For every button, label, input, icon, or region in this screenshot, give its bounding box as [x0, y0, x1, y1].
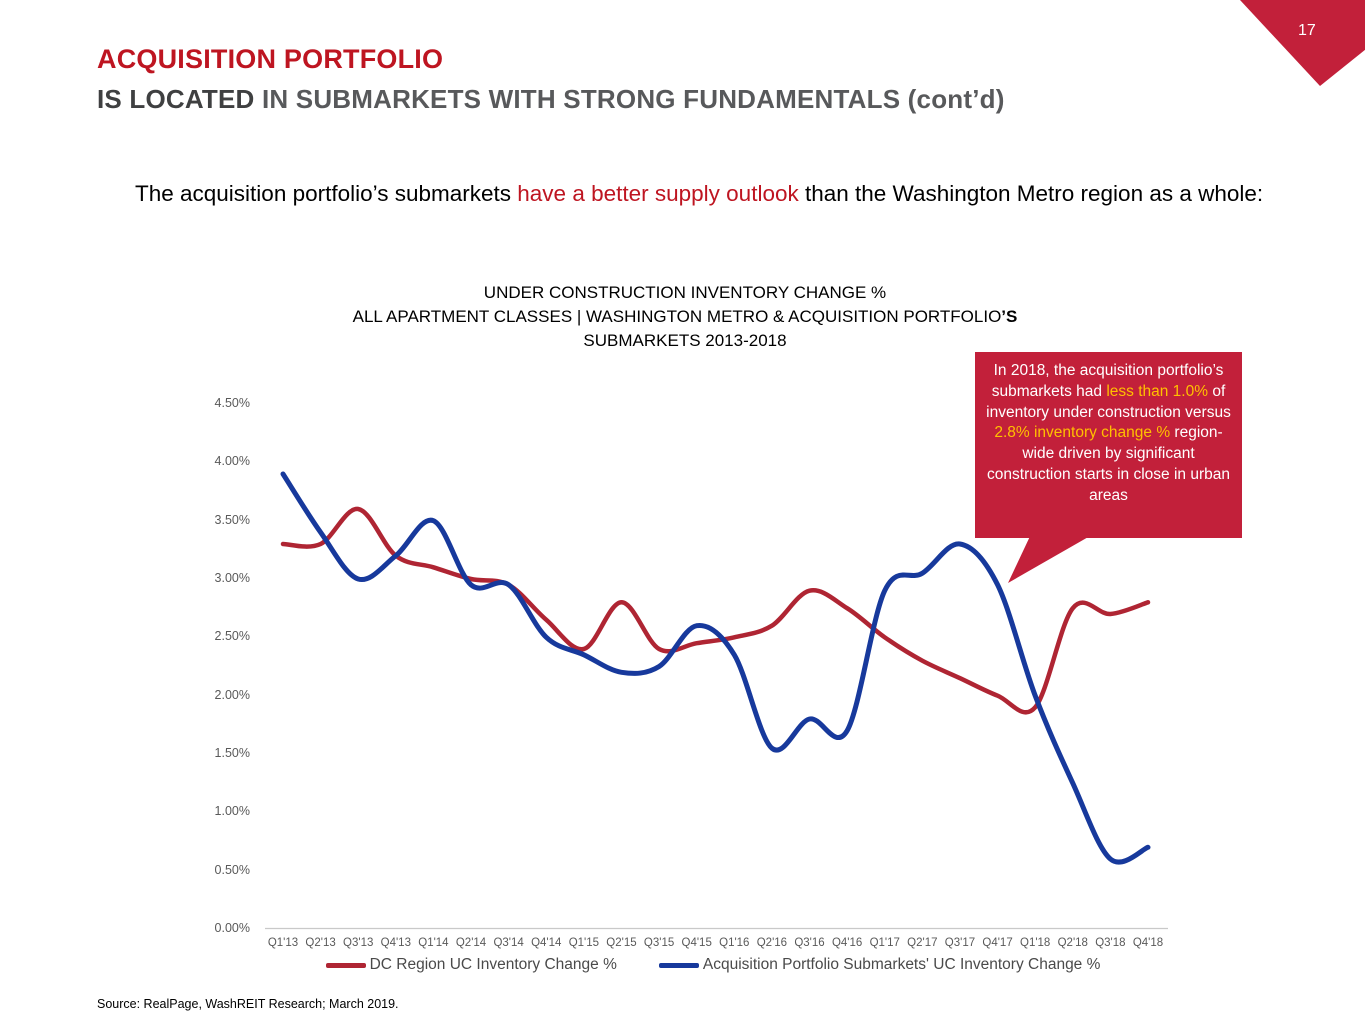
x-axis-label: Q1'18: [1020, 937, 1051, 949]
x-axis-label: Q3'17: [944, 937, 976, 949]
x-axis-label: Q3'18: [1095, 937, 1126, 949]
y-axis-label: 1.50%: [214, 746, 250, 760]
text-segment: The acquisition portfolio’s submarkets: [135, 181, 518, 206]
legend-item-0: DC Region UC Inventory Change %: [325, 956, 617, 974]
x-axis-label: Q3'14: [493, 937, 524, 949]
text-segment: IS LOCATED: [97, 84, 262, 114]
callout-box: In 2018, the acquisition portfolio’s sub…: [975, 352, 1242, 538]
text-segment: IN SUBMARKETS WITH STRONG FUNDAMENTALS (…: [261, 84, 1005, 114]
chart-title: UNDER CONSTRUCTION INVENTORY CHANGE % AL…: [180, 281, 1190, 353]
x-axis-label: Q3'15: [643, 937, 675, 949]
x-axis-label: Q4'14: [531, 937, 562, 949]
text-segment: region-wide driven by significant constr…: [987, 424, 1230, 504]
x-axis-label: Q1'15: [568, 937, 600, 949]
legend-line-swatch: [658, 962, 699, 968]
y-axis-label: 2.00%: [214, 687, 250, 702]
text-segment: In 2018, the acquisition portfolio’s sub…: [991, 362, 1224, 400]
x-axis-label: Q3'13: [343, 937, 374, 949]
slide-title: ACQUISITION PORTFOLIO: [97, 44, 444, 74]
legend-line-swatch: [325, 962, 366, 968]
x-axis-label: Q2'14: [455, 937, 487, 949]
y-axis-label: 0.00%: [214, 921, 250, 935]
x-axis-label: Q2'18: [1057, 937, 1088, 949]
series-line-1: [280, 471, 1151, 865]
x-axis-label: Q1'17: [869, 937, 900, 949]
y-axis-label: 4.00%: [214, 454, 250, 469]
y-axis-label: 0.50%: [214, 862, 250, 877]
text-segment: 2.8% inventory change %: [994, 424, 1171, 442]
x-axis-label: Q2'15: [606, 937, 637, 949]
legend-label: Acquisition Portfolio Submarkets' UC Inv…: [702, 956, 1101, 973]
slide-subtitle: IS LOCATED IN SUBMARKETS WITH STRONG FUN…: [97, 84, 1005, 115]
x-axis-label: Q2'13: [305, 937, 336, 949]
x-axis-label: Q4'16: [831, 937, 863, 949]
page-number: 17: [1298, 22, 1316, 39]
text-segment: ALL APARTMENT CLASSES | WASHINGTON METRO…: [352, 307, 1002, 326]
chart: DC Region UC Inventory Change % Acquisiti…: [215, 396, 1168, 973]
x-axis-label: Q3'16: [794, 937, 825, 949]
chart-title-line-1: UNDER CONSTRUCTION INVENTORY CHANGE %: [483, 283, 887, 302]
legend-item-1: Acquisition Portfolio Submarkets' UC Inv…: [658, 956, 1101, 974]
x-axis-label: Q4'17: [982, 937, 1013, 949]
x-axis-label: Q4'13: [380, 937, 411, 949]
y-axis-label: 2.50%: [214, 629, 250, 644]
y-axis-label: 3.00%: [214, 571, 250, 585]
y-axis-label: 1.00%: [214, 804, 250, 819]
text-segment: have a better supply outlook: [517, 181, 799, 206]
source-note: Source: RealPage, WashREIT Research; Mar…: [97, 997, 399, 1011]
y-axis-label: 4.50%: [214, 396, 250, 410]
x-axis-label: Q1'14: [418, 937, 449, 949]
chart-title-line-3: SUBMARKETS 2013-2018: [583, 331, 787, 350]
x-axis-label: Q2'16: [756, 937, 788, 949]
chart-legend: DC Region UC Inventory Change % Acquisiti…: [258, 956, 1168, 974]
text-segment: than the Washington Metro region as a wh…: [798, 181, 1264, 206]
body-text: The acquisition portfolio’s submarkets h…: [135, 179, 1265, 208]
x-axis-label: Q1'13: [267, 937, 299, 949]
x-axis-label: Q2'17: [907, 937, 938, 949]
text-segment: less than 1.0%: [1106, 382, 1209, 400]
series-line-0: [280, 506, 1151, 715]
y-axis-label: 3.50%: [214, 512, 250, 527]
chart-title-line-2: ALL APARTMENT CLASSES | WASHINGTON METRO…: [180, 305, 1190, 329]
corner-flag: 17: [1240, 0, 1365, 86]
chart-plot-svg: [265, 471, 1168, 930]
x-axis-label: Q4'15: [681, 937, 712, 949]
text-segment: of inventory under construction versus: [986, 382, 1231, 421]
legend-label: DC Region UC Inventory Change %: [369, 956, 617, 973]
x-axis-label: Q4'18: [1132, 937, 1164, 949]
x-axis-label: Q1'16: [719, 937, 750, 949]
text-segment: ’S: [1001, 307, 1018, 326]
